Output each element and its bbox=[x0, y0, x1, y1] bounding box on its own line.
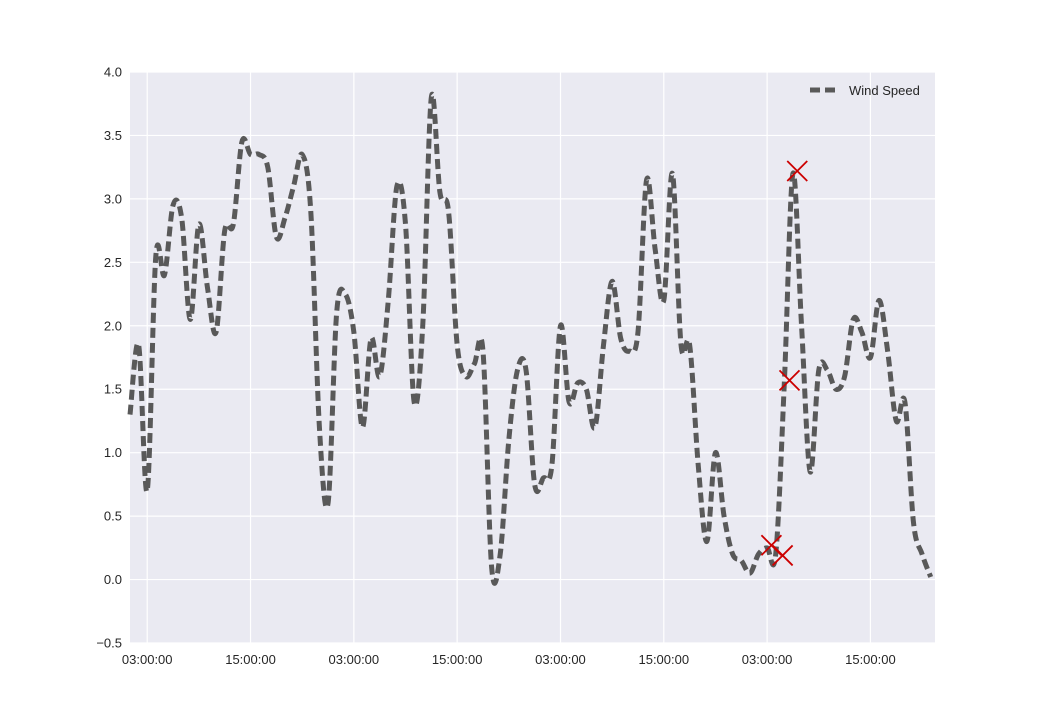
x-tick-label-3: 15:00:00 bbox=[432, 652, 483, 667]
y-tick-label-9: 4.0 bbox=[104, 65, 122, 80]
y-tick-label-4: 1.5 bbox=[104, 382, 122, 397]
y-tick-label-2: 0.5 bbox=[104, 509, 122, 524]
x-tick-label-1: 15:00:00 bbox=[225, 652, 276, 667]
series-line-wind-speed bbox=[127, 91, 934, 586]
highlight-markers bbox=[760, 160, 808, 567]
series-lines bbox=[127, 91, 934, 586]
y-axis-tick-labels: −0.5 0.0 0.5 1.0 1.5 2.0 2.5 3.0 3.5 4.0 bbox=[96, 65, 122, 651]
highlight-marker-2 bbox=[778, 369, 801, 391]
highlight-marker-3 bbox=[786, 160, 808, 182]
legend-label-wind-speed: Wind Speed bbox=[849, 83, 920, 98]
x-tick-label-2: 03:00:00 bbox=[329, 652, 380, 667]
legend: Wind Speed bbox=[810, 83, 920, 98]
grid-lines bbox=[130, 71, 935, 644]
y-tick-label-7: 3.0 bbox=[104, 191, 122, 206]
highlight-marker-1 bbox=[771, 544, 794, 567]
y-tick-label-8: 3.5 bbox=[104, 128, 122, 143]
x-tick-label-6: 03:00:00 bbox=[742, 652, 793, 667]
y-tick-label-1: 0.0 bbox=[104, 572, 122, 587]
x-tick-label-4: 03:00:00 bbox=[535, 652, 586, 667]
x-tick-label-7: 15:00:00 bbox=[845, 652, 896, 667]
y-tick-label-6: 2.5 bbox=[104, 255, 122, 270]
x-tick-label-5: 15:00:00 bbox=[638, 652, 689, 667]
y-tick-label-3: 1.0 bbox=[104, 445, 122, 460]
y-tick-label-0: −0.5 bbox=[96, 636, 122, 651]
x-tick-label-0: 03:00:00 bbox=[122, 652, 173, 667]
x-axis-tick-labels: 03:00:00 15:00:00 03:00:00 15:00:00 03:00:00… bbox=[122, 652, 896, 667]
y-tick-label-5: 2.0 bbox=[104, 318, 122, 333]
